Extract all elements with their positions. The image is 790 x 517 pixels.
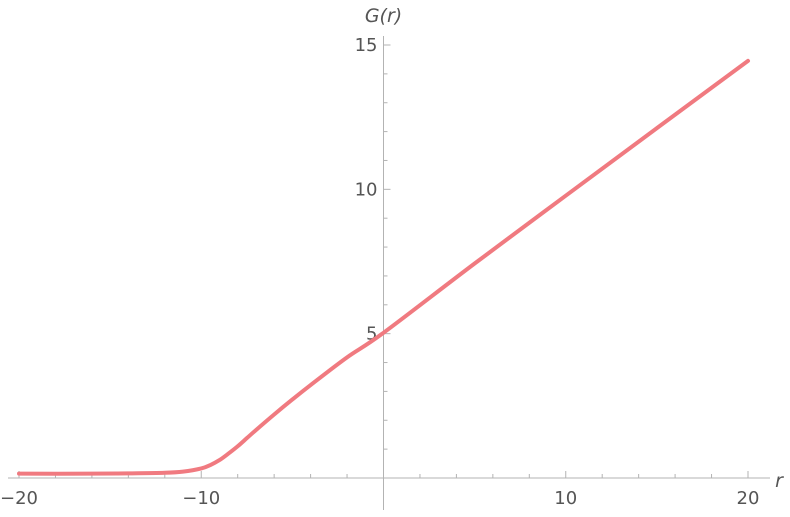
series-layer bbox=[17, 58, 750, 476]
x-ticks bbox=[18, 471, 749, 478]
y-axis-label: G(r) bbox=[365, 5, 402, 27]
y-ticks bbox=[383, 44, 391, 450]
x-tick-label: 20 bbox=[737, 488, 760, 509]
series-line bbox=[17, 58, 750, 476]
x-tick-label: −10 bbox=[182, 488, 220, 509]
y-tick-label: 5 bbox=[366, 324, 377, 345]
y-tick-labels: 5 10 15 bbox=[355, 35, 378, 345]
x-tick-labels: −20 −10 10 20 bbox=[0, 488, 759, 509]
axes: −20 −10 10 20 5 10 15 bbox=[0, 35, 770, 510]
x-tick-label: 10 bbox=[554, 488, 577, 509]
x-axis-label: r bbox=[775, 470, 784, 492]
x-tick-label: −20 bbox=[0, 488, 38, 509]
y-tick-label: 15 bbox=[355, 35, 378, 56]
y-tick-label: 10 bbox=[355, 179, 378, 200]
